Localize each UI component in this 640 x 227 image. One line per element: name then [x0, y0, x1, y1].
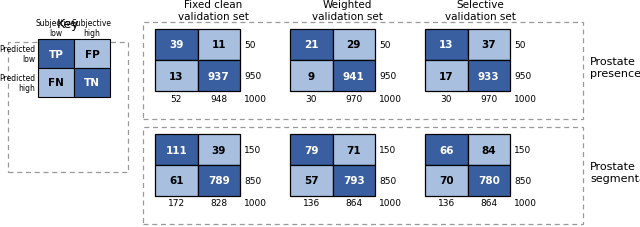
Bar: [333, 61, 375, 92]
Bar: [290, 134, 333, 165]
Text: 50: 50: [379, 41, 390, 50]
Text: 850: 850: [244, 176, 261, 185]
Text: Prostate
presence: Prostate presence: [590, 57, 640, 79]
Bar: [198, 165, 240, 196]
Bar: [155, 61, 198, 92]
Text: 950: 950: [379, 72, 396, 81]
Text: Predicted
high: Predicted high: [0, 74, 35, 93]
Text: 111: 111: [165, 145, 187, 155]
Text: 66: 66: [439, 145, 454, 155]
Text: 136: 136: [438, 199, 455, 207]
Text: 933: 933: [478, 71, 500, 81]
Text: 150: 150: [514, 145, 531, 154]
Text: FP: FP: [84, 49, 99, 59]
Text: 950: 950: [244, 72, 261, 81]
Bar: [290, 61, 333, 92]
Bar: [467, 61, 510, 92]
Text: 79: 79: [304, 145, 319, 155]
Bar: [143, 23, 583, 119]
Text: 172: 172: [168, 199, 185, 207]
Text: 948: 948: [210, 94, 227, 103]
Text: 941: 941: [343, 71, 365, 81]
Text: FN: FN: [48, 78, 64, 88]
Text: Prostate
segmentation: Prostate segmentation: [590, 161, 640, 183]
Bar: [425, 30, 467, 61]
Text: 1000: 1000: [379, 199, 402, 207]
Text: 850: 850: [514, 176, 531, 185]
Text: Subjective
low: Subjective low: [36, 19, 76, 38]
Bar: [333, 134, 375, 165]
Text: Selective
validation set: Selective validation set: [445, 0, 515, 22]
Bar: [155, 134, 198, 165]
Text: 1000: 1000: [514, 94, 537, 103]
Text: 61: 61: [169, 176, 184, 186]
Text: 950: 950: [514, 72, 531, 81]
Text: Predicted
low: Predicted low: [0, 44, 35, 64]
Text: 793: 793: [343, 176, 365, 186]
Text: 1000: 1000: [379, 94, 402, 103]
Bar: [74, 40, 110, 69]
Text: 39: 39: [169, 40, 184, 50]
Text: TP: TP: [49, 49, 63, 59]
Text: 21: 21: [304, 40, 319, 50]
Text: 828: 828: [210, 199, 227, 207]
Bar: [198, 134, 240, 165]
Bar: [425, 165, 467, 196]
Text: TN: TN: [84, 78, 100, 88]
Bar: [8, 43, 128, 172]
Bar: [38, 69, 74, 98]
Text: 17: 17: [439, 71, 454, 81]
Text: 9: 9: [308, 71, 315, 81]
Bar: [333, 165, 375, 196]
Text: 71: 71: [346, 145, 361, 155]
Bar: [38, 40, 74, 69]
Bar: [333, 30, 375, 61]
Text: 30: 30: [305, 94, 317, 103]
Bar: [74, 69, 110, 98]
Bar: [467, 30, 510, 61]
Text: 57: 57: [304, 176, 319, 186]
Text: 850: 850: [379, 176, 396, 185]
Text: 1000: 1000: [514, 199, 537, 207]
Text: 11: 11: [211, 40, 226, 50]
Text: Weighted
validation set: Weighted validation set: [312, 0, 383, 22]
Text: 864: 864: [480, 199, 497, 207]
Text: 864: 864: [345, 199, 362, 207]
Text: Fixed clean
validation set: Fixed clean validation set: [177, 0, 248, 22]
Text: 84: 84: [481, 145, 496, 155]
Bar: [425, 134, 467, 165]
Bar: [425, 61, 467, 92]
Text: 1000: 1000: [244, 199, 267, 207]
Text: 150: 150: [379, 145, 396, 154]
Bar: [155, 165, 198, 196]
Text: 970: 970: [345, 94, 362, 103]
Text: 970: 970: [480, 94, 497, 103]
Bar: [155, 30, 198, 61]
Text: 50: 50: [514, 41, 525, 50]
Text: 780: 780: [478, 176, 500, 186]
Bar: [290, 165, 333, 196]
Text: 789: 789: [208, 176, 230, 186]
Text: 50: 50: [244, 41, 255, 50]
Text: Subjective
high: Subjective high: [72, 19, 112, 38]
Text: 37: 37: [481, 40, 496, 50]
Bar: [198, 61, 240, 92]
Bar: [143, 127, 583, 224]
Bar: [467, 134, 510, 165]
Text: 1000: 1000: [244, 94, 267, 103]
Text: 30: 30: [440, 94, 452, 103]
Bar: [198, 30, 240, 61]
Text: 52: 52: [171, 94, 182, 103]
Bar: [290, 30, 333, 61]
Text: 13: 13: [169, 71, 184, 81]
Text: 937: 937: [208, 71, 230, 81]
Text: 29: 29: [347, 40, 361, 50]
Text: Key: Key: [57, 18, 79, 31]
Text: 39: 39: [212, 145, 226, 155]
Text: 70: 70: [439, 176, 454, 186]
Text: 136: 136: [303, 199, 320, 207]
Text: 13: 13: [439, 40, 454, 50]
Text: 150: 150: [244, 145, 261, 154]
Bar: [467, 165, 510, 196]
